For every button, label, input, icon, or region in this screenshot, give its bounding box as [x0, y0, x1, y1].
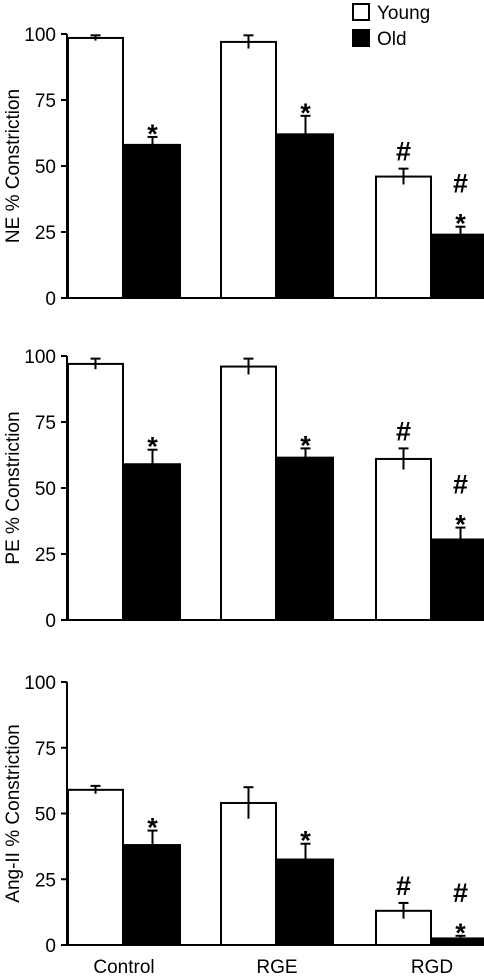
y-tick-label: 25 [35, 223, 56, 244]
bar-young-control [67, 788, 124, 947]
significance-hash: # [453, 169, 468, 199]
bar-young-rge [220, 365, 277, 621]
x-category-label: RGD [411, 957, 453, 977]
y-axis-title: NE % Constriction [3, 89, 24, 243]
significance-hash: # [396, 416, 411, 446]
y-tick-label: 25 [35, 545, 56, 566]
bar-old-control [124, 844, 181, 946]
y-tick-label: 100 [24, 25, 56, 46]
bar-young-rge [220, 40, 277, 299]
bar-young-control [67, 362, 124, 621]
legend-swatch-old [352, 29, 370, 47]
significance-star: * [455, 510, 466, 540]
x-category-label: Control [93, 957, 154, 977]
y-tick-label: 0 [45, 936, 56, 957]
y-tick-label: 50 [35, 479, 56, 500]
y-tick-label: 100 [24, 347, 56, 368]
y-tick-label: 75 [35, 413, 56, 434]
y-tick-label: 75 [35, 91, 56, 112]
x-category-label: RGE [256, 957, 297, 977]
y-axis-title: Ang-II % Constriction [3, 724, 24, 902]
significance-star: * [455, 918, 466, 948]
bar-old-control [124, 143, 181, 299]
y-tick-label: 50 [35, 805, 56, 826]
bar-old-rge [277, 133, 334, 299]
significance-hash: # [396, 871, 411, 901]
bar-old-rgd [432, 233, 484, 299]
y-tick-label: 50 [35, 157, 56, 178]
y-tick-label: 100 [24, 673, 56, 694]
significance-star: * [147, 813, 158, 843]
bar-old-control [124, 463, 181, 621]
bar-young-rge [220, 801, 277, 946]
significance-star: * [300, 826, 311, 856]
significance-hash: # [396, 137, 411, 167]
significance-star: * [300, 430, 311, 460]
significance-star: * [455, 209, 466, 239]
y-tick-label: 0 [45, 289, 56, 310]
legend-label: Old [377, 29, 407, 50]
legend-swatch-young [352, 3, 370, 21]
y-tick-label: 75 [35, 739, 56, 760]
significance-star: * [147, 119, 158, 149]
significance-hash: # [453, 878, 468, 908]
significance-star: * [147, 432, 158, 462]
y-tick-label: 0 [45, 611, 56, 632]
legend-label: Young [377, 3, 430, 24]
bar-young-rgd [375, 457, 432, 621]
y-tick-label: 25 [35, 870, 56, 891]
bar-young-control [67, 36, 124, 300]
significance-hash: # [453, 470, 468, 500]
significance-star: * [300, 98, 311, 128]
y-axis-title: PE % Constriction [3, 411, 24, 564]
bar-old-rge [277, 456, 334, 622]
bar-young-rgd [375, 175, 432, 299]
